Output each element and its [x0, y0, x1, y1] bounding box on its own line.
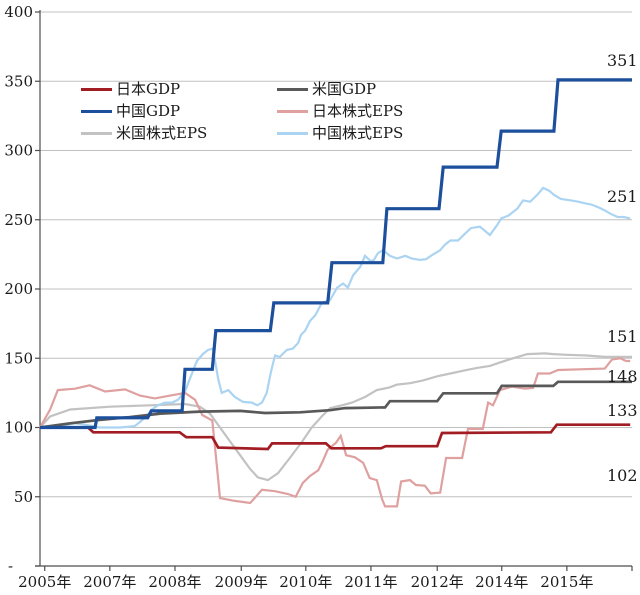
legend-swatch-china-eps: [277, 132, 308, 135]
legend-item-japan-gdp: 日本GDP: [81, 81, 277, 98]
x-tick-label: 2012年: [411, 573, 464, 591]
legend-item-label: 米国GDP: [312, 80, 377, 98]
series-line-china-eps: [39, 186, 631, 429]
legend: 日本GDP 米国GDP 中国GDP 日本株式EPS 米国株式EPS 中国株式EP…: [81, 81, 511, 142]
series-line-us-gdp: [39, 380, 632, 429]
x-tick-label: 2009年: [215, 573, 268, 591]
y-tick-label: -: [8, 557, 13, 575]
legend-item-label: 日本GDP: [116, 80, 181, 98]
end-value-label: 351: [607, 51, 638, 70]
end-value-label: 148: [607, 367, 638, 386]
legend-item-china-gdp: 中国GDP: [81, 103, 277, 120]
legend-swatch-china-gdp: [81, 109, 112, 114]
y-tick-label: 400: [4, 3, 33, 21]
end-value-label: 102: [607, 466, 638, 485]
x-tick-label: 2011年: [344, 573, 397, 591]
legend-item-label: 日本株式EPS: [312, 102, 404, 120]
legend-swatch-us-gdp: [277, 88, 308, 91]
y-tick-label: 150: [4, 349, 33, 367]
x-tick-label: 2015年: [540, 573, 593, 591]
legend-item-japan-eps: 日本株式EPS: [277, 103, 511, 120]
end-value-label: 151: [607, 327, 638, 346]
y-tick-label: 300: [4, 142, 33, 160]
y-tick-label: 250: [4, 211, 33, 229]
y-tick-label: 50: [14, 488, 33, 506]
end-value-label: 251: [607, 187, 638, 206]
legend-item-label: 中国株式EPS: [312, 124, 404, 142]
legend-item-us-eps: 米国株式EPS: [81, 125, 277, 142]
legend-swatch-japan-eps: [277, 110, 308, 113]
end-value-label: 133: [607, 401, 638, 420]
x-tick-label: 2008年: [148, 573, 201, 591]
legend-item-china-eps: 中国株式EPS: [277, 125, 511, 142]
series-line-china-gdp: [40, 78, 632, 430]
legend-item-label: 米国株式EPS: [116, 124, 208, 142]
legend-item-label: 中国GDP: [116, 102, 181, 120]
x-tick-label: 2005年: [18, 573, 71, 591]
y-tick-label: 350: [4, 72, 33, 90]
x-tick-label: 2010年: [279, 573, 332, 591]
x-tick-label: 2014年: [475, 573, 528, 591]
y-tick-label: 200: [4, 280, 33, 298]
legend-swatch-japan-gdp: [81, 88, 112, 91]
x-tick-label: 2007年: [83, 573, 136, 591]
series-line-japan-gdp: [40, 423, 631, 451]
y-tick-label: 100: [4, 419, 33, 437]
legend-swatch-us-eps: [81, 132, 112, 135]
legend-item-us-gdp: 米国GDP: [277, 81, 511, 98]
